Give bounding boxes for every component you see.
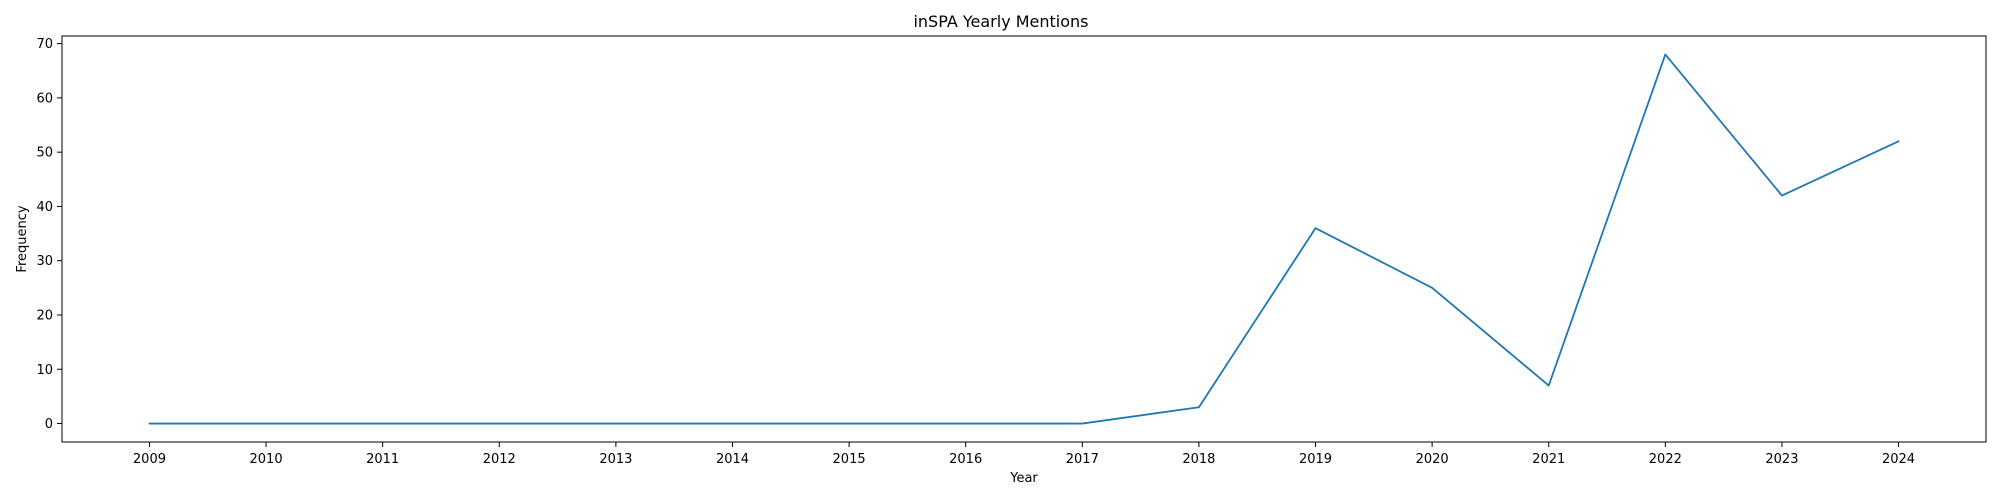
- x-tick-label: 2010: [250, 452, 283, 467]
- x-tick-label: 2019: [1299, 452, 1332, 467]
- x-tick-label: 2011: [366, 452, 399, 467]
- y-tick-label: 50: [36, 146, 53, 161]
- x-tick-label: 2023: [1765, 452, 1798, 467]
- x-tick-label: 2018: [1182, 452, 1215, 467]
- x-axis-label: Year: [1009, 471, 1038, 486]
- y-tick-label: 70: [36, 37, 53, 52]
- x-tick-label: 2009: [133, 452, 166, 467]
- y-axis-ticks: 0 10 20 30 40 50 60 70: [36, 37, 62, 432]
- x-tick-label: 2012: [483, 452, 516, 467]
- x-tick-label: 2022: [1649, 452, 1682, 467]
- series-line: [148, 53, 1900, 425]
- x-tick-label: 2014: [716, 452, 749, 467]
- x-tick-label: 2021: [1532, 452, 1565, 467]
- x-tick-label: 2016: [949, 452, 982, 467]
- series-layer: [148, 53, 1900, 425]
- chart-title: inSPA Yearly Mentions: [913, 12, 1088, 31]
- y-tick-label: 40: [36, 200, 53, 215]
- y-tick-label: 30: [36, 254, 53, 269]
- x-tick-label: 2013: [599, 452, 632, 467]
- y-tick-label: 20: [36, 308, 53, 323]
- plot-frame: [61, 35, 1987, 443]
- y-axis-label: Frequency: [15, 205, 30, 272]
- x-axis-ticks: 2009 2010 2011 2012 2013 2014 2015 2016 2017 2018…: [133, 442, 1915, 467]
- y-tick-label: 10: [36, 363, 53, 378]
- y-tick-label: 60: [36, 91, 53, 106]
- y-tick-label: 0: [45, 417, 53, 432]
- x-tick-label: 2017: [1066, 452, 1099, 467]
- x-tick-label: 2024: [1882, 452, 1915, 467]
- x-tick-label: 2020: [1416, 452, 1449, 467]
- x-tick-label: 2015: [833, 452, 866, 467]
